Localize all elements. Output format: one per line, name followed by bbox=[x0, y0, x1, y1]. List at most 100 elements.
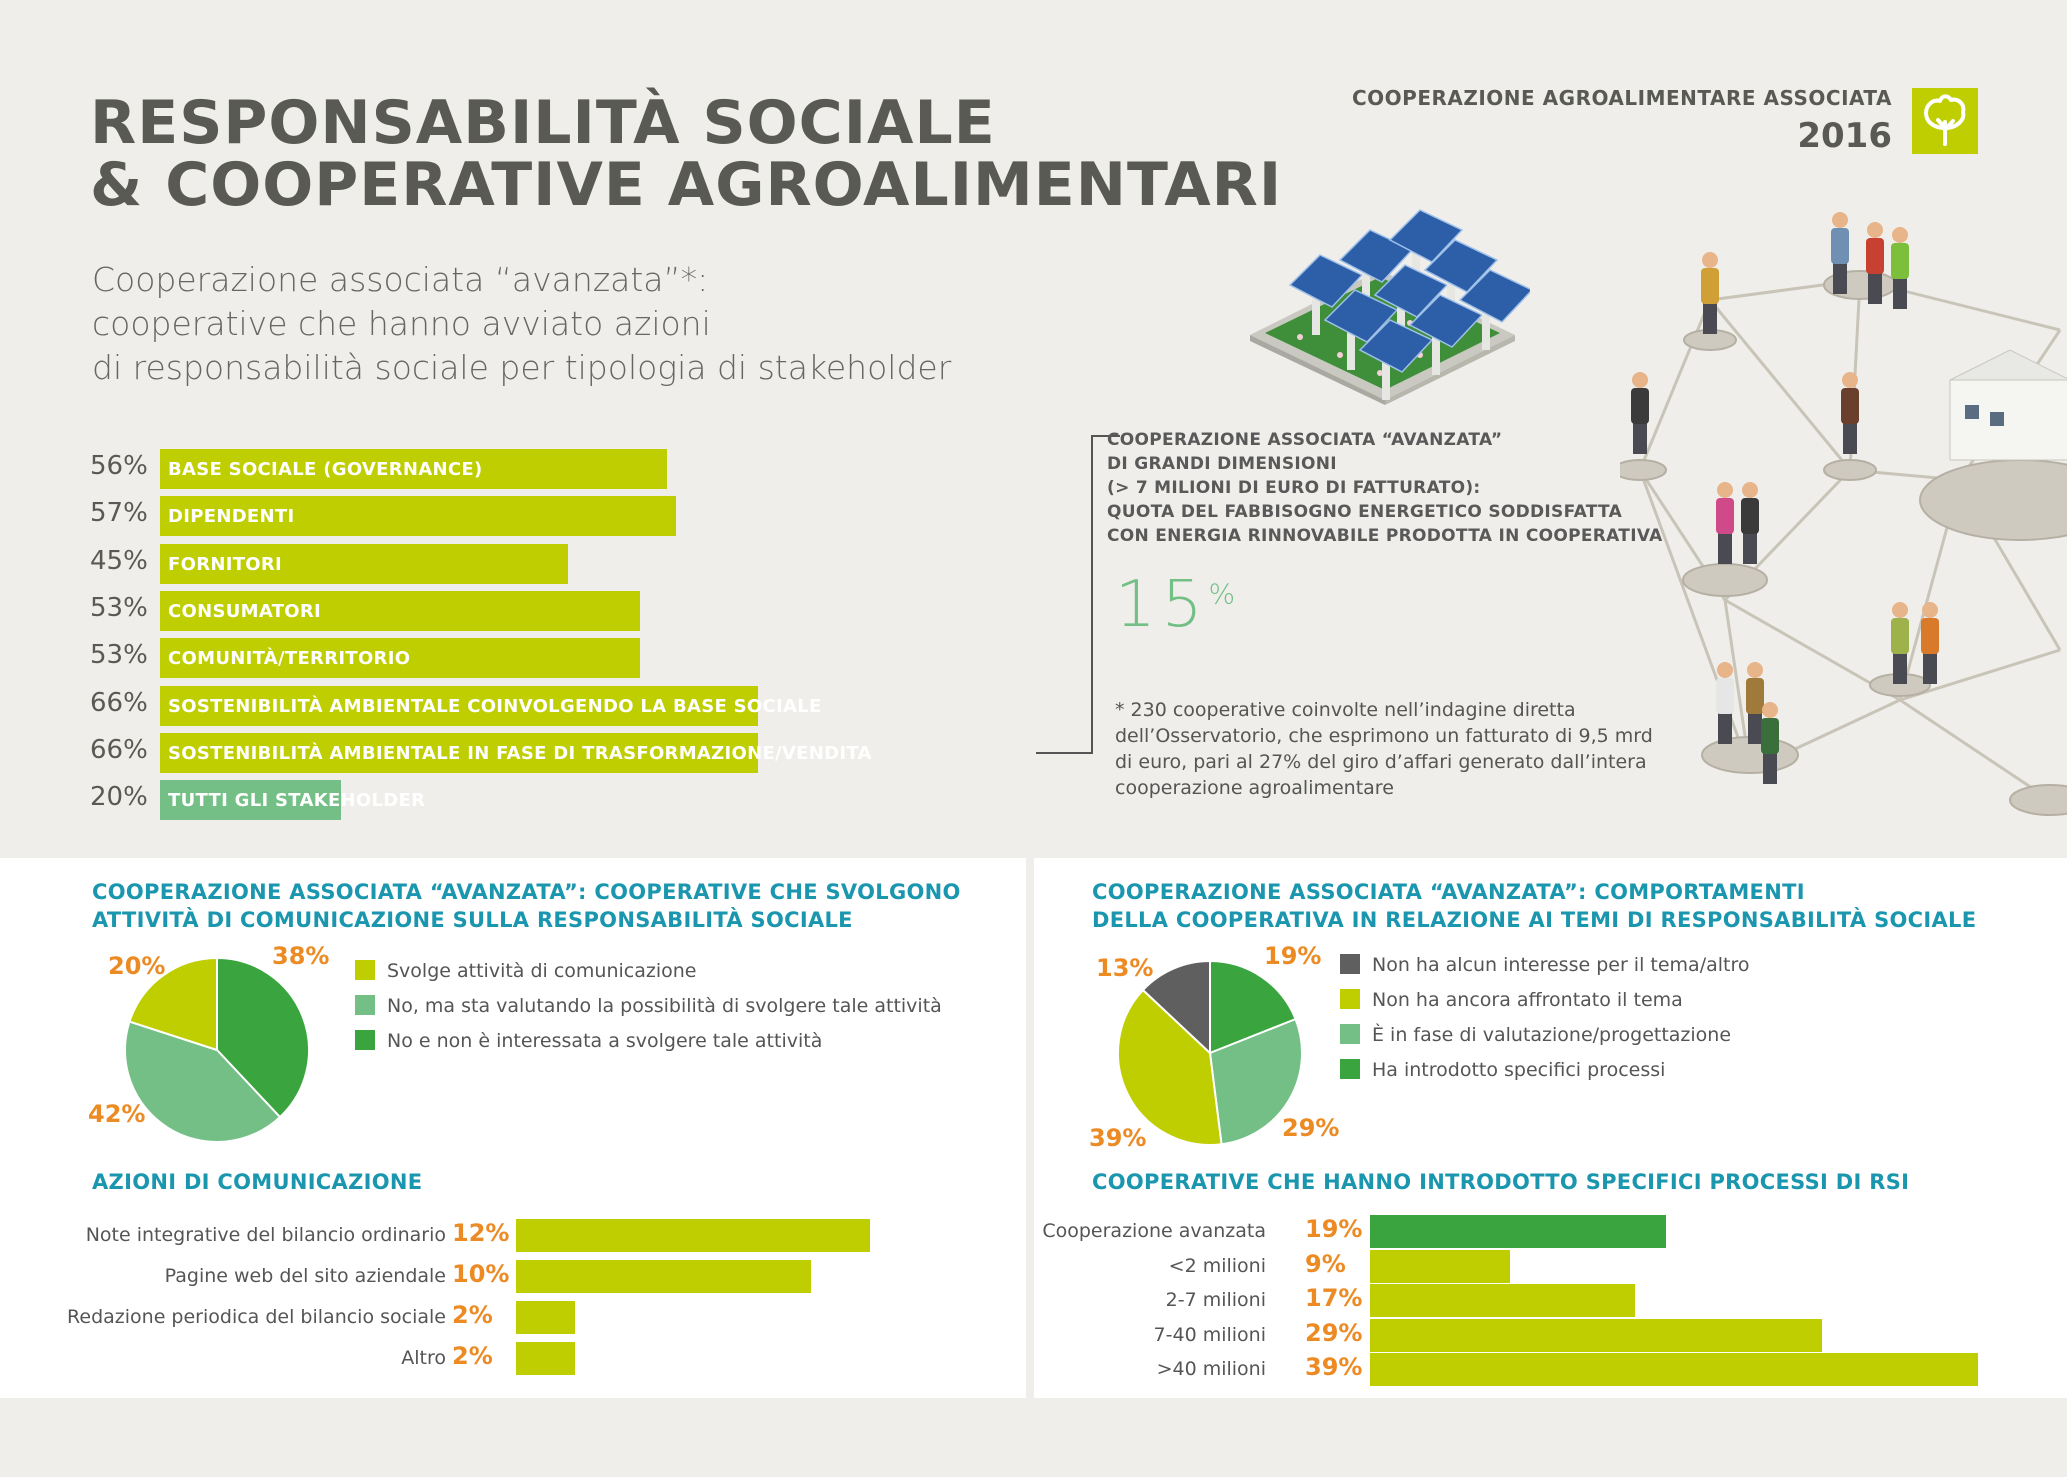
stakeholder-bar: COMUNITÀ/TERRITORIO bbox=[160, 638, 641, 679]
solar-pole bbox=[1382, 360, 1390, 400]
pie-slice-not-interested bbox=[216, 958, 310, 1119]
renewable-share-unit: % bbox=[1208, 577, 1236, 611]
solar-panels-illustration bbox=[1250, 209, 1530, 405]
communication-panel-title: COOPERAZIONE ASSOCIATA “AVANZATA”: COOPE… bbox=[92, 878, 961, 934]
person-head bbox=[1832, 212, 1848, 228]
stakeholder-bar: BASE SOCIALE (GOVERNANCE) bbox=[160, 449, 668, 489]
person-head bbox=[1717, 662, 1733, 678]
footnote-line-3: di euro, pari al 27% del giro d’affari g… bbox=[1115, 751, 1647, 773]
title-line-1: RESPONSABILITÀ SOCIALE bbox=[90, 88, 996, 158]
solar-panel-group bbox=[1288, 209, 1530, 400]
person-body bbox=[1746, 678, 1764, 714]
callout-line-4: QUOTA DEL FABBISOGNO ENERGETICO SODDISFA… bbox=[1107, 502, 1623, 522]
renewable-energy-callout: COOPERAZIONE ASSOCIATA “AVANZATA” DI GRA… bbox=[1107, 428, 1663, 548]
person-legs bbox=[1893, 277, 1907, 309]
bar-value-label: 9% bbox=[1305, 1249, 1346, 1278]
person-legs bbox=[1833, 262, 1847, 294]
subtitle: Cooperazione associata “avanzata”*: coop… bbox=[92, 258, 951, 390]
person-legs bbox=[1893, 652, 1907, 684]
stakeholder-bar-pct: 20% bbox=[90, 782, 148, 813]
person-legs bbox=[1703, 302, 1717, 334]
bar-category-label: Altro bbox=[401, 1347, 446, 1369]
stakeholder-bar-label: TUTTI GLI STAKEHOLDER bbox=[168, 790, 426, 812]
bar bbox=[516, 1342, 575, 1375]
subtitle-line-3: di responsabilità sociale per tipologia … bbox=[92, 348, 952, 387]
bar-category-label: 2-7 milioni bbox=[1165, 1289, 1266, 1311]
person-body bbox=[1716, 498, 1734, 534]
legend-communicates: Svolge attività di comunicazione bbox=[355, 960, 697, 982]
pie-slice-evaluation bbox=[1208, 1017, 1303, 1146]
callout-line-1: COOPERAZIONE ASSOCIATA “AVANZATA” bbox=[1107, 430, 1503, 450]
stakeholder-bar: CONSUMATORI bbox=[160, 590, 641, 631]
legend-evaluation: È in fase di valutazione/progettazione bbox=[1340, 1024, 1731, 1046]
stakeholder-bar: DIPENDENTI bbox=[160, 496, 677, 537]
subtitle-line-1: Cooperazione associata “avanzata”*: bbox=[92, 260, 709, 299]
person-body bbox=[1741, 498, 1759, 534]
person-legs bbox=[1718, 712, 1732, 744]
legend-swatch bbox=[1340, 1059, 1360, 1079]
person-body bbox=[1701, 268, 1719, 304]
stakeholder-bar-pct: 53% bbox=[90, 592, 148, 623]
bar-category-label: Pagine web del sito aziendale bbox=[164, 1265, 446, 1287]
person-head bbox=[1892, 227, 1908, 243]
person-head bbox=[1892, 602, 1908, 618]
person-legs bbox=[1633, 422, 1647, 454]
solar-panel bbox=[1458, 269, 1530, 323]
footnote-line-4: cooperazione agroalimentare bbox=[1115, 777, 1394, 799]
callout-line-5: CON ENERGIA RINNOVABILE PRODOTTA IN COOP… bbox=[1107, 526, 1663, 546]
stakeholder-bar: TUTTI GLI STAKEHOLDER bbox=[160, 780, 425, 821]
legend-swatch bbox=[355, 995, 375, 1015]
bar bbox=[1370, 1215, 1667, 1248]
solar-pole bbox=[1362, 270, 1370, 310]
legend-swatch bbox=[355, 1030, 375, 1050]
bar bbox=[1370, 1284, 1636, 1317]
pie-label-introduced: 19% bbox=[1264, 942, 1322, 970]
bar-value-label: 17% bbox=[1305, 1284, 1363, 1312]
legend-no-interest-label: Non ha alcun interesse per il tema/altro bbox=[1372, 954, 1750, 976]
legend-evaluating-label: No, ma sta valutando la possibilità di s… bbox=[387, 995, 942, 1017]
stakeholder-bar-label: SOSTENIBILITÀ AMBIENTALE IN FASE DI TRAS… bbox=[168, 742, 872, 764]
solar-pole bbox=[1482, 310, 1490, 350]
person-head bbox=[1842, 372, 1858, 388]
person-body bbox=[1716, 678, 1734, 714]
legend-not-addressed-label: Non ha ancora affrontato il tema bbox=[1372, 989, 1683, 1011]
stakeholder-bar: SOSTENIBILITÀ AMBIENTALE IN FASE DI TRAS… bbox=[160, 732, 871, 773]
legend-introduced-label: Ha introdotto specifici processi bbox=[1372, 1059, 1666, 1081]
actions-subtitle: AZIONI DI COMUNICAZIONE bbox=[92, 1170, 423, 1194]
legend-no-interest: Non ha alcun interesse per il tema/altro bbox=[1340, 954, 1750, 976]
org-name: COOPERAZIONE AGROALIMENTARE ASSOCIATA bbox=[1351, 86, 1892, 110]
stakeholder-bar-label: BASE SOCIALE (GOVERNANCE) bbox=[168, 459, 483, 480]
bar bbox=[516, 1260, 811, 1293]
person-head bbox=[1867, 222, 1883, 238]
solar-panel bbox=[1423, 239, 1499, 293]
pie-slice-introduced bbox=[1209, 961, 1297, 1055]
behaviour-title-line-1: COOPERAZIONE ASSOCIATA “AVANZATA”: COMPO… bbox=[1092, 880, 1805, 904]
stakeholder-bar-pct: 56% bbox=[90, 451, 148, 481]
rsi-subtitle: COOPERATIVE CHE HANNO INTRODOTTO SPECIFI… bbox=[1092, 1170, 1910, 1194]
renewable-share-value: 15% bbox=[1115, 568, 1235, 642]
callout-line-3: (> 7 MILIONI DI EURO DI FATTURATO): bbox=[1107, 478, 1481, 498]
solar-pole bbox=[1312, 295, 1320, 335]
bar-value-label: 2% bbox=[452, 1301, 493, 1329]
bar bbox=[516, 1219, 870, 1252]
stakeholder-bar-label: SOSTENIBILITÀ AMBIENTALE COINVOLGENDO LA… bbox=[168, 695, 822, 717]
person-legs bbox=[1843, 422, 1857, 454]
stakeholder-bar-pct: 57% bbox=[90, 498, 148, 529]
legend-evaluation-label: È in fase di valutazione/progettazione bbox=[1372, 1024, 1732, 1046]
legend-swatch bbox=[355, 960, 375, 980]
person-head bbox=[1702, 252, 1718, 268]
person-body bbox=[1891, 243, 1909, 279]
bar-category-label: Redazione periodica del bilancio sociale bbox=[67, 1306, 446, 1328]
legend-communicates-label: Svolge attività di comunicazione bbox=[387, 960, 697, 982]
subtitle-line-2: cooperative che hanno avviato azioni bbox=[92, 304, 711, 343]
callout-line-2: DI GRANDI DIMENSIONI bbox=[1107, 454, 1337, 474]
stakeholder-bar-pct: 45% bbox=[90, 545, 148, 576]
tree-logo-icon bbox=[1912, 88, 1978, 154]
bar bbox=[1370, 1249, 1511, 1283]
legend-evaluating: No, ma sta valutando la possibilità di s… bbox=[355, 995, 942, 1017]
person-body bbox=[1891, 618, 1909, 654]
people-group bbox=[1631, 212, 1939, 784]
person-head bbox=[1742, 482, 1758, 498]
legend-introduced: Ha introdotto specifici processi bbox=[1340, 1059, 1665, 1081]
org-block: COOPERAZIONE AGROALIMENTARE ASSOCIATA 20… bbox=[1352, 86, 1892, 156]
